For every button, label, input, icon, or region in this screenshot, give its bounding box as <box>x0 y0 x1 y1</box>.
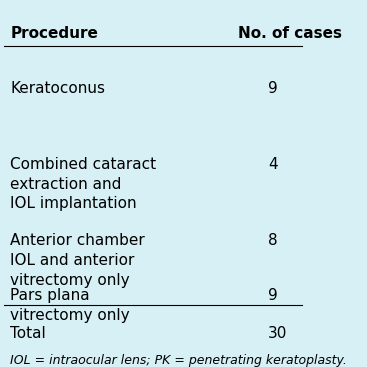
Text: 30: 30 <box>268 326 288 341</box>
Text: Anterior chamber
IOL and anterior
vitrectomy only: Anterior chamber IOL and anterior vitrec… <box>11 233 145 287</box>
Text: Pars plana
vitrectomy only: Pars plana vitrectomy only <box>11 288 130 323</box>
Text: Combined cataract
extraction and
IOL implantation: Combined cataract extraction and IOL imp… <box>11 157 157 211</box>
Text: Keratoconus: Keratoconus <box>11 81 105 96</box>
Text: 9: 9 <box>268 81 278 96</box>
Text: IOL = intraocular lens; PK = penetrating keratoplasty.: IOL = intraocular lens; PK = penetrating… <box>11 354 347 367</box>
Text: Total: Total <box>11 326 46 341</box>
Text: 4: 4 <box>268 157 278 172</box>
Text: 9: 9 <box>268 288 278 303</box>
Text: Procedure: Procedure <box>11 26 98 41</box>
Text: No. of cases: No. of cases <box>238 26 342 41</box>
Text: 8: 8 <box>268 233 278 248</box>
